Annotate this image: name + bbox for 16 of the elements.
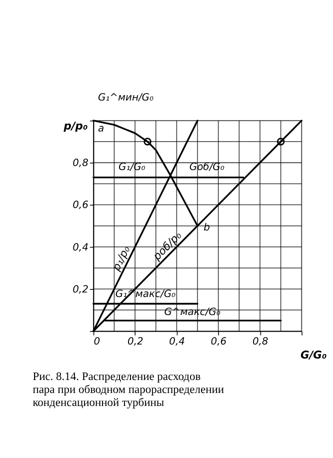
annotation: b xyxy=(204,222,210,234)
y-tick-label: 0,2 xyxy=(72,284,88,296)
y-tick-label: 0,8 xyxy=(72,158,88,170)
text: Рис. 8.14. Распределение расходов пара при обводном парораспределении конденсационной турбины xyxy=(32,371,224,410)
y-axis-title: p/p₀ xyxy=(62,119,88,132)
x-tick-label: 0,2 xyxy=(128,336,144,348)
annotation: a xyxy=(98,123,104,134)
x-tick-label: 0,6 xyxy=(210,336,227,348)
y-tick-label: 0,4 xyxy=(72,242,88,254)
text: p₁/p₀ xyxy=(109,243,134,274)
x-tick-label: 0,8 xyxy=(252,336,268,348)
text: G₁^мин/G₀ xyxy=(98,92,154,104)
x-tick-label: 0,4 xyxy=(169,336,185,348)
y-tick-label: 0,6 xyxy=(72,200,88,212)
x-tick-label: 0 xyxy=(94,336,100,348)
x-axis-title: G/G₀ xyxy=(300,348,327,362)
